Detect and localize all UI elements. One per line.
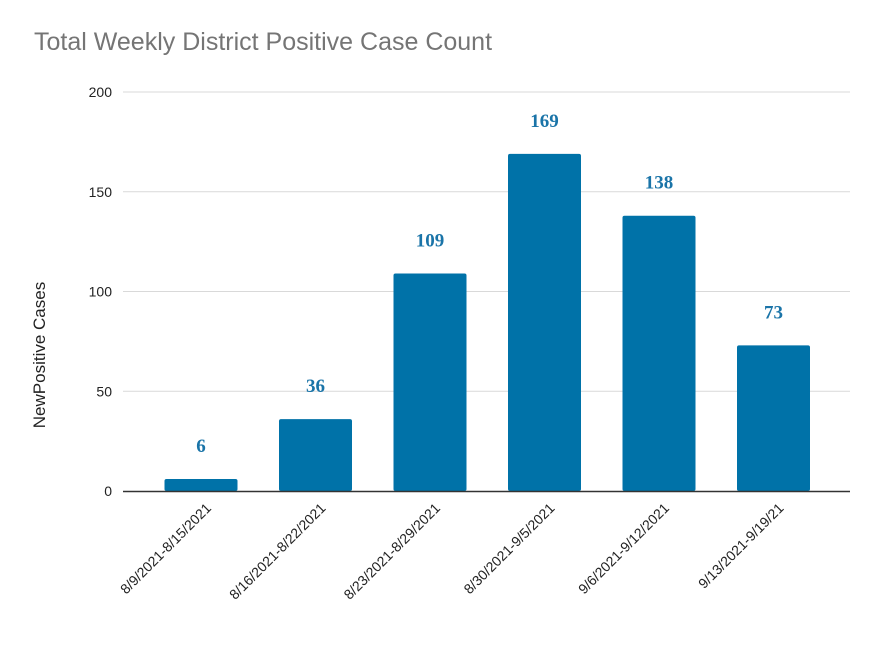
data-label: 73 [764,302,783,323]
y-tick-label: 50 [96,383,112,399]
x-tick-label: 8/16/2021-8/22/2021 [226,500,329,603]
x-tick-label: 8/30/2021-9/5/2021 [460,500,557,597]
x-tick-label: 9/6/2021-9/12/2021 [575,500,672,597]
gridlines [123,91,850,392]
data-label: 109 [416,231,445,252]
y-tick-label: 200 [89,84,113,100]
y-axis-ticks: 0 50 100 150 200 [89,84,113,499]
data-label: 169 [530,111,559,132]
bar [737,345,810,491]
data-label: 6 [196,436,206,457]
y-tick-label: 0 [104,483,112,499]
data-label: 36 [306,376,325,397]
bar [393,273,467,491]
bar [279,419,352,491]
data-label: 138 [645,173,674,194]
y-tick-label: 100 [89,284,113,300]
bars [164,153,810,491]
bar [164,479,238,491]
x-tick-label: 9/13/2021-9/19/21 [695,500,787,592]
bar [508,153,581,491]
bar [622,215,696,491]
y-tick-label: 150 [89,184,113,200]
x-axis-ticks: 8/9/2021-8/15/2021 8/16/2021-8/22/2021 8/2… [117,500,787,603]
data-labels: 6 36 109 169 138 73 [196,111,783,457]
chart-title: Total Weekly District Positive Case Coun… [34,28,493,56]
x-tick-label: 8/9/2021-8/15/2021 [117,500,214,597]
x-tick-label: 8/23/2021-8/29/2021 [340,500,443,603]
